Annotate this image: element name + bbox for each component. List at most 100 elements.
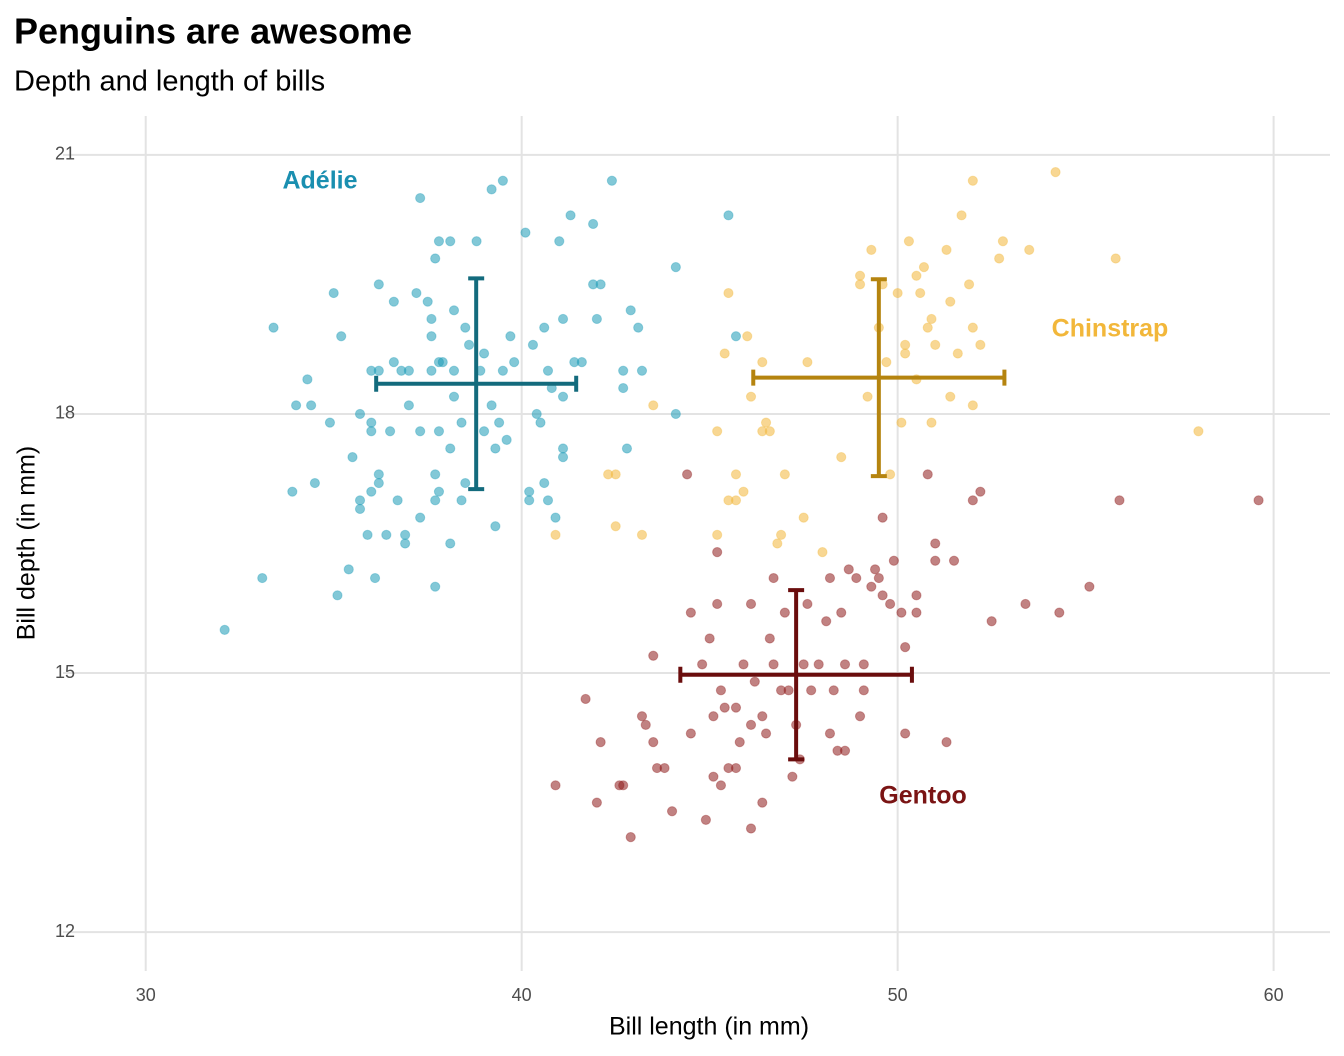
point bbox=[384, 426, 396, 437]
point bbox=[445, 538, 456, 549]
point bbox=[862, 391, 873, 402]
point bbox=[967, 175, 978, 186]
point bbox=[415, 426, 426, 437]
point bbox=[745, 598, 757, 610]
point bbox=[900, 642, 911, 653]
point bbox=[806, 685, 817, 696]
point bbox=[539, 322, 550, 333]
point bbox=[892, 287, 903, 299]
point bbox=[520, 227, 531, 238]
point bbox=[941, 244, 952, 255]
point bbox=[730, 495, 742, 506]
point bbox=[967, 400, 978, 411]
point bbox=[610, 469, 621, 480]
point bbox=[388, 296, 399, 307]
point bbox=[354, 408, 366, 420]
point bbox=[490, 521, 501, 532]
point bbox=[290, 400, 302, 411]
point bbox=[817, 547, 828, 558]
point bbox=[554, 236, 565, 247]
x-axis-label: Bill length (in mm) bbox=[609, 1013, 809, 1041]
x-tick-label: 30 bbox=[136, 985, 156, 1005]
y-tick-label: 18 bbox=[55, 403, 75, 423]
point bbox=[392, 495, 403, 506]
point bbox=[851, 572, 862, 584]
point bbox=[486, 400, 497, 411]
point bbox=[1024, 244, 1035, 255]
point bbox=[648, 737, 659, 748]
point bbox=[730, 702, 742, 713]
point bbox=[700, 814, 711, 825]
point bbox=[580, 693, 591, 705]
error-bar bbox=[374, 276, 579, 492]
x-tick-label: 40 bbox=[512, 985, 532, 1005]
point bbox=[757, 711, 768, 722]
point bbox=[302, 374, 313, 385]
point bbox=[730, 331, 742, 342]
point bbox=[900, 348, 911, 359]
point bbox=[659, 762, 670, 774]
error-bar-vertical bbox=[870, 277, 887, 479]
point bbox=[373, 469, 384, 480]
point bbox=[433, 486, 445, 497]
point bbox=[723, 287, 734, 299]
point bbox=[941, 737, 952, 748]
point bbox=[415, 512, 426, 523]
point bbox=[911, 590, 922, 601]
point bbox=[448, 365, 460, 376]
point bbox=[757, 797, 768, 808]
point bbox=[764, 426, 775, 437]
point bbox=[336, 331, 347, 342]
point bbox=[911, 607, 922, 618]
point bbox=[738, 659, 749, 670]
point bbox=[952, 348, 963, 359]
point bbox=[885, 598, 896, 610]
point bbox=[854, 279, 866, 290]
point bbox=[219, 624, 230, 635]
point bbox=[948, 555, 960, 566]
chart-title: Penguins are awesome bbox=[14, 11, 412, 52]
y-tick-label: 12 bbox=[55, 921, 75, 941]
point bbox=[900, 339, 911, 350]
point bbox=[896, 607, 907, 618]
point bbox=[625, 305, 636, 316]
point bbox=[828, 685, 839, 696]
point bbox=[381, 529, 392, 540]
point bbox=[738, 486, 749, 497]
point bbox=[527, 339, 539, 350]
point bbox=[730, 469, 742, 480]
point bbox=[287, 486, 298, 497]
point bbox=[685, 728, 696, 739]
point bbox=[531, 408, 542, 420]
point bbox=[858, 659, 869, 670]
point bbox=[775, 529, 787, 540]
point bbox=[715, 780, 727, 791]
point bbox=[490, 443, 501, 454]
error-bars bbox=[374, 276, 1007, 762]
point bbox=[403, 365, 414, 376]
point bbox=[975, 339, 986, 350]
point bbox=[798, 512, 809, 523]
series-labels: Adélie Chinstrap Gentoo bbox=[282, 167, 1168, 810]
point bbox=[869, 564, 881, 575]
point bbox=[704, 633, 715, 644]
point bbox=[542, 495, 554, 506]
point bbox=[873, 572, 884, 584]
point bbox=[760, 417, 772, 428]
point bbox=[956, 210, 967, 221]
point bbox=[606, 175, 618, 186]
point bbox=[509, 357, 520, 368]
error-bar bbox=[678, 588, 914, 762]
point bbox=[539, 477, 550, 489]
point bbox=[967, 495, 978, 506]
point bbox=[257, 572, 268, 584]
point bbox=[610, 521, 621, 532]
point bbox=[478, 348, 490, 359]
point bbox=[403, 400, 414, 411]
point bbox=[885, 469, 896, 480]
point bbox=[456, 417, 467, 428]
point bbox=[915, 287, 926, 299]
point bbox=[734, 737, 745, 748]
point bbox=[896, 417, 907, 428]
